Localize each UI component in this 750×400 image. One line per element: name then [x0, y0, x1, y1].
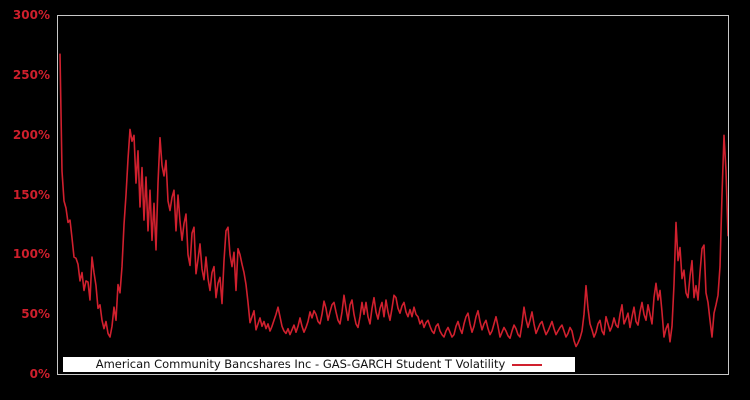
legend-line-sample-icon: [512, 363, 543, 366]
y-tick-label: 150%: [12, 187, 50, 202]
plot-area: [57, 15, 729, 375]
y-tick-label: 50%: [21, 307, 50, 322]
volatility-line-svg: [59, 53, 728, 348]
y-tick-label: 300%: [12, 8, 50, 22]
legend: American Community Bancshares Inc - GAS-…: [63, 357, 575, 372]
y-tick-label: 250%: [12, 67, 50, 82]
y-tick-label: 0%: [29, 367, 50, 381]
legend-label: American Community Bancshares Inc - GAS-…: [95, 357, 506, 371]
y-tick-label: 100%: [12, 247, 50, 262]
volatility-line: [59, 53, 728, 348]
y-tick-label: 200%: [12, 127, 50, 142]
